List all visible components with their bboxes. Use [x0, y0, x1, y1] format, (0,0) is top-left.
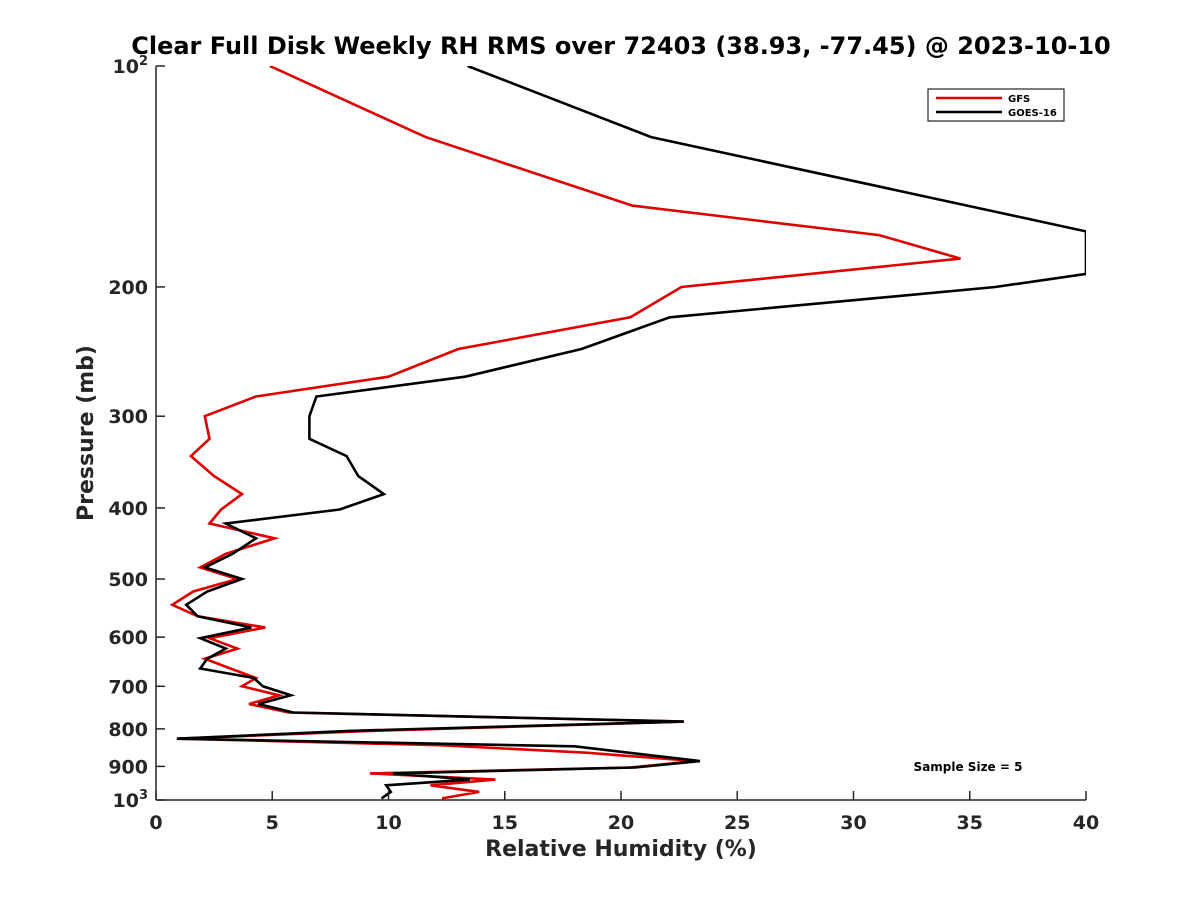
- series-line-gfs: [169, 66, 961, 800]
- y-tick-label: 102: [113, 54, 149, 78]
- y-tick-label: 300: [108, 406, 148, 428]
- y-tick-label: 400: [108, 498, 148, 520]
- y-tick-label: 200: [108, 277, 148, 299]
- x-tick-label: 0: [149, 812, 162, 834]
- series-line-goes-16: [176, 66, 1086, 800]
- axes: 0 5 10 15 20 25 30 35 40 102 200 300 400 500 600 700 800…: [108, 54, 1099, 834]
- y-axis-label: Pressure (mb): [74, 345, 99, 521]
- y-tick-label: 700: [108, 676, 148, 698]
- x-tick-label: 20: [608, 812, 634, 834]
- x-tick-label: 15: [492, 812, 518, 834]
- x-tick-label: 5: [266, 812, 279, 834]
- x-tick-label: 35: [957, 812, 983, 834]
- legend: GFS GOES-16: [927, 88, 1065, 122]
- y-tick-label: 500: [108, 569, 148, 591]
- x-axis-label: Relative Humidity (%): [485, 837, 757, 862]
- chart-title: Clear Full Disk Weekly RH RMS over 72403…: [131, 32, 1111, 60]
- y-tick-label: 600: [108, 627, 148, 649]
- y-tick-label: 900: [108, 756, 148, 778]
- y-tick-label: 800: [108, 719, 148, 741]
- x-tick-label: 30: [840, 812, 866, 834]
- y-tick-label: 103: [113, 788, 149, 812]
- series-layer: [169, 66, 1086, 800]
- legend-label: GOES-16: [1008, 108, 1057, 119]
- legend-label: GFS: [1008, 94, 1030, 105]
- legend-box: [927, 88, 1065, 122]
- x-tick-label: 40: [1073, 812, 1099, 834]
- sample-size-annotation: Sample Size = 5: [914, 760, 1023, 774]
- x-tick-label: 25: [724, 812, 750, 834]
- x-tick-label: 10: [375, 812, 401, 834]
